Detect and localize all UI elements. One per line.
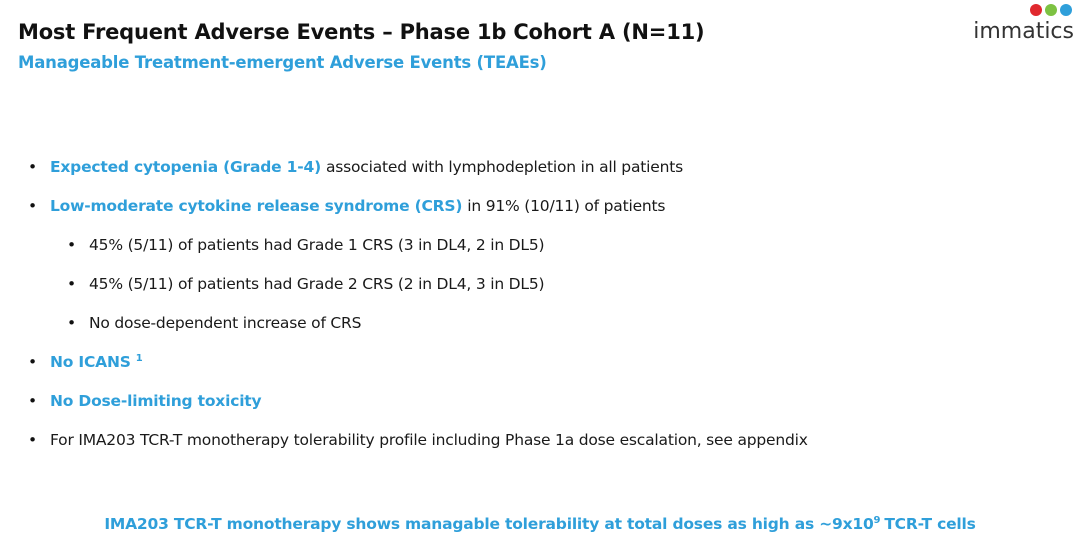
title: Most Frequent Adverse Events – Phase 1b …: [18, 20, 705, 44]
bullet-text: in 91% (10/11) of patients: [467, 197, 666, 215]
bullet: Expected cytopenia (Grade 1-4)associated…: [28, 158, 683, 176]
bullet: For IMA203 TCR-T monotherapy tolerabilit…: [28, 431, 808, 449]
bullet: Low-moderate cytokine release syndrome (…: [28, 197, 666, 215]
footer-sup: 9: [873, 515, 881, 526]
bullet-lead: Expected cytopenia (Grade 1-4): [50, 158, 321, 176]
bullet-text: For IMA203 TCR-T monotherapy tolerabilit…: [50, 431, 808, 449]
superscript: 1: [135, 353, 143, 364]
bullet-lead: No Dose-limiting toxicity: [50, 392, 262, 410]
logo-text: immatics: [973, 19, 1074, 44]
footer: IMA203 TCR-T monotherapy shows managable…: [0, 515, 1080, 533]
logo: immatics: [973, 4, 1074, 44]
bullet: No ICANS 1: [28, 353, 143, 372]
bullet-text: associated with lymphodepletion in all p…: [325, 158, 683, 176]
sub-bullet: No dose-dependent increase of CRS: [67, 314, 361, 332]
footer-text: IMA203 TCR-T monotherapy shows managable…: [104, 515, 874, 534]
sub-bullet: 45% (5/11) of patients had Grade 2 CRS (…: [67, 275, 545, 293]
sub-bullet: 45% (5/11) of patients had Grade 1 CRS (…: [67, 236, 545, 254]
bullet-lead: Low-moderate cytokine release syndrome (…: [50, 197, 463, 215]
subtitle: Manageable Treatment-emergent Adverse Ev…: [18, 53, 547, 72]
footer-text: TCR-T cells: [884, 515, 976, 534]
bullet: No Dose-limiting toxicity: [28, 392, 266, 410]
bullet-lead: No ICANS: [50, 353, 131, 372]
